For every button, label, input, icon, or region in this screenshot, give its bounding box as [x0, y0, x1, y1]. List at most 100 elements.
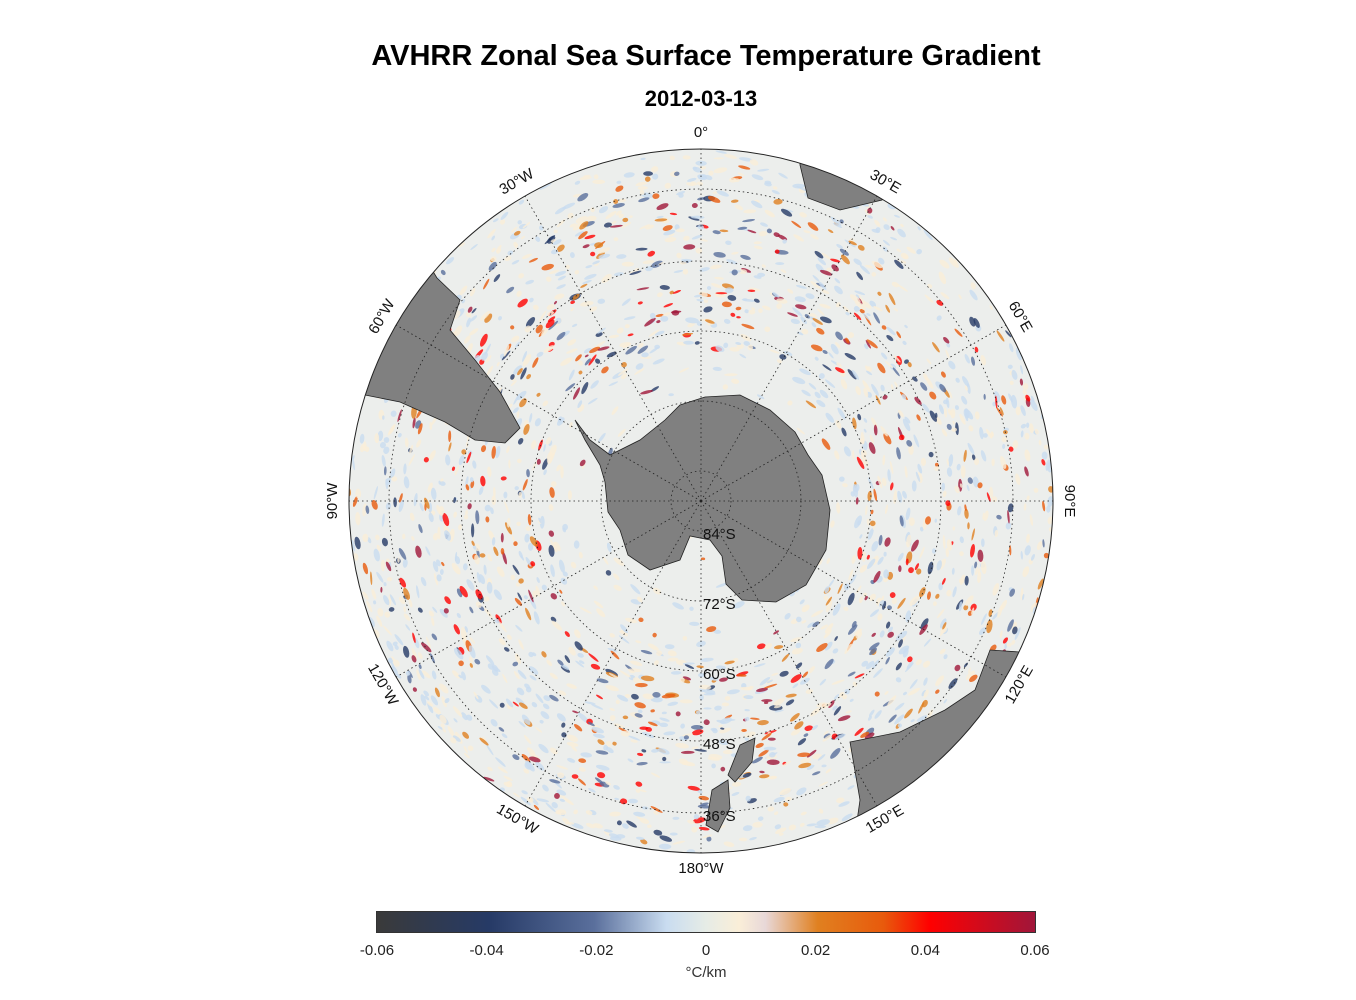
meridian-line: [700, 500, 1007, 678]
gradient-patch: [667, 650, 677, 657]
gradient-patch: [500, 532, 504, 543]
gradient-patch: [652, 692, 661, 698]
gradient-patch: [573, 540, 580, 549]
gradient-patch: [703, 707, 712, 710]
gradient-patch: [541, 584, 547, 591]
gradient-patch: [698, 684, 712, 690]
gradient-patch: [474, 554, 480, 565]
gradient-patch: [659, 761, 671, 764]
gradient-patch: [883, 569, 890, 579]
gradient-patch: [710, 264, 722, 270]
gradient-patch: [398, 547, 407, 560]
gradient-patch: [448, 442, 452, 452]
gradient-patch: [1022, 382, 1029, 390]
gradient-patch: [824, 379, 836, 388]
gradient-patch: [572, 222, 584, 231]
gradient-patch: [898, 409, 904, 418]
gradient-patch: [636, 761, 648, 766]
gradient-patch: [453, 497, 457, 504]
gradient-patch: [362, 591, 369, 600]
gradient-patch: [490, 256, 497, 262]
gradient-patch: [609, 836, 622, 841]
gradient-patch: [621, 362, 627, 368]
gradient-patch: [744, 736, 749, 741]
gradient-patch: [427, 482, 433, 493]
gradient-patch: [371, 588, 377, 600]
gradient-patch: [748, 309, 756, 315]
gradient-patch: [948, 454, 954, 467]
gradient-patch: [989, 305, 993, 311]
gradient-patch: [428, 512, 434, 523]
gradient-patch: [1042, 539, 1045, 548]
gradient-patch: [584, 273, 597, 280]
gradient-patch: [900, 260, 907, 264]
gradient-patch: [614, 797, 620, 801]
gradient-patch: [795, 662, 803, 669]
gradient-patch: [595, 358, 601, 364]
gradient-patch: [503, 345, 510, 357]
gradient-patch: [774, 811, 779, 816]
gradient-patch: [946, 539, 953, 551]
gradient-patch: [830, 520, 835, 528]
gradient-patch: [888, 292, 896, 306]
gradient-patch: [496, 248, 502, 254]
gradient-patch: [548, 269, 560, 275]
gradient-patch: [895, 630, 908, 641]
gradient-patch: [919, 546, 925, 559]
gradient-patch: [743, 695, 754, 700]
gradient-patch: [773, 796, 785, 803]
gradient-patch: [959, 483, 963, 488]
gradient-patch: [738, 269, 748, 274]
gradient-patch: [647, 824, 652, 829]
gradient-patch: [469, 328, 479, 336]
gradient-patch: [825, 768, 832, 774]
gradient-patch: [637, 301, 643, 305]
gradient-patch: [897, 228, 906, 238]
gradient-patch: [637, 345, 649, 354]
gradient-patch: [703, 299, 709, 303]
gradient-patch: [659, 835, 672, 842]
gradient-patch: [571, 323, 578, 328]
gradient-patch: [875, 395, 881, 405]
gradient-patch: [525, 556, 532, 567]
gradient-patch: [524, 762, 532, 770]
gradient-patch: [826, 599, 833, 613]
gradient-patch: [820, 316, 832, 324]
gradient-patch: [936, 560, 942, 571]
colorbar-unit: °C/km: [685, 964, 727, 981]
gradient-patch: [980, 450, 987, 462]
gradient-patch: [943, 654, 948, 660]
gradient-patch: [682, 635, 688, 641]
gradient-patch: [863, 428, 867, 433]
gradient-patch: [854, 290, 866, 296]
gradient-patch: [605, 210, 617, 220]
gradient-patch: [535, 693, 544, 704]
gradient-patch: [588, 653, 599, 662]
gradient-patch: [518, 550, 523, 559]
gradient-patch: [708, 170, 714, 176]
gradient-patch: [522, 353, 532, 367]
gradient-patch: [582, 279, 592, 284]
gradient-patch: [916, 715, 928, 722]
gradient-patch: [865, 660, 875, 670]
gradient-patch: [806, 749, 817, 758]
gradient-patch: [504, 256, 512, 262]
gradient-patch: [675, 711, 681, 717]
gradient-patch: [535, 236, 541, 242]
gradient-patch: [453, 511, 457, 518]
gradient-patch: [682, 676, 691, 681]
gradient-patch: [821, 764, 827, 768]
gradient-patch: [572, 293, 580, 301]
gradient-patch: [899, 515, 904, 527]
gradient-patch: [713, 251, 726, 258]
longitude-label: 30°E: [867, 166, 904, 197]
gradient-patch: [852, 681, 858, 687]
gradient-patch: [580, 752, 593, 758]
gradient-patch: [726, 689, 740, 695]
gradient-patch: [380, 559, 386, 572]
gradient-patch: [827, 229, 834, 234]
gradient-patch: [578, 767, 586, 772]
colorbar-tick-label: -0.02: [579, 942, 614, 959]
gradient-patch: [763, 701, 769, 705]
gradient-patch: [626, 820, 637, 828]
